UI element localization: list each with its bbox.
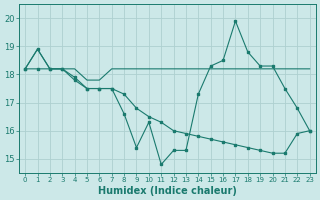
X-axis label: Humidex (Indice chaleur): Humidex (Indice chaleur) xyxy=(98,186,237,196)
